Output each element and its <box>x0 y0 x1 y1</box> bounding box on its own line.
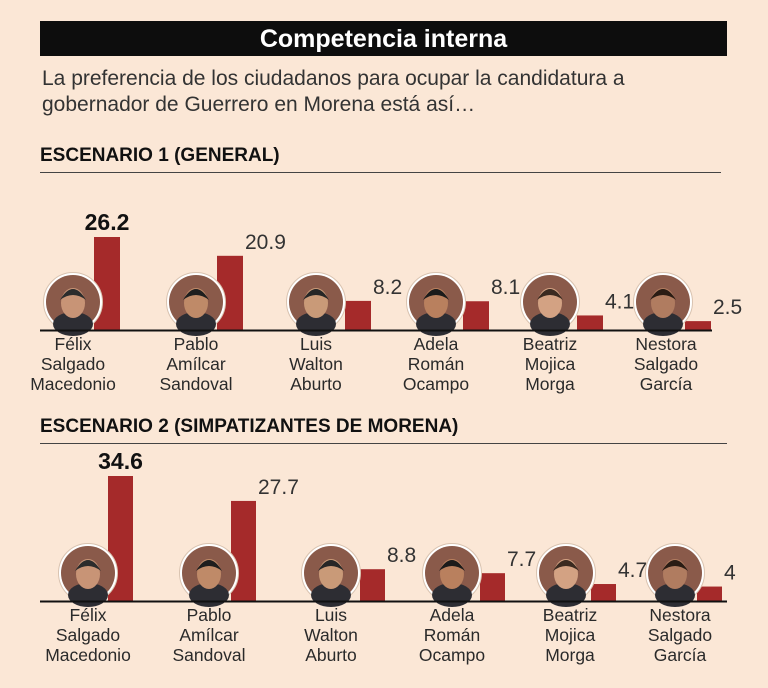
candidate-name-1-line-3: Macedonio <box>30 374 116 394</box>
bar-3 <box>345 300 371 330</box>
candidate-name-3-line-1: Luis <box>315 605 347 625</box>
candidate-name-6-line-3: García <box>654 645 707 665</box>
value-label-4: 8.1 <box>491 276 520 299</box>
value-label-6: 2.5 <box>713 296 742 319</box>
candidate-name-2-line-3: Sandoval <box>173 645 246 665</box>
bar-5 <box>577 315 603 330</box>
bar-6 <box>697 586 722 601</box>
pablo-amilcar-photo <box>166 272 226 336</box>
candidate-name-6-line-2: Salgado <box>634 354 698 374</box>
value-label-1: 26.2 <box>85 209 130 235</box>
scenario-2-rule <box>40 443 727 444</box>
candidate-name-4-line-3: Ocampo <box>403 374 469 394</box>
candidate-name-1-line-2: Salgado <box>41 354 105 374</box>
luis-walton-photo <box>301 543 361 607</box>
candidate-name-5-line-3: Morga <box>545 645 595 665</box>
value-label-2: 27.7 <box>258 476 299 499</box>
value-label-4: 7.7 <box>507 548 536 571</box>
candidate-name-1-line-1: Félix <box>55 334 92 354</box>
candidate-name-5-line-2: Mojica <box>545 625 596 645</box>
candidate-name-5-line-2: Mojica <box>525 354 576 374</box>
candidate-name-4-line-1: Adela <box>430 605 475 625</box>
candidate-name-3-line-3: Aburto <box>305 645 357 665</box>
nestora-salgado-photo <box>633 272 693 336</box>
intro-text: La preferencia de los ciudadanos para oc… <box>42 67 625 116</box>
scenario-1-chart: 26.220.98.2 8.14.1 2.5FélixSalgadoMacedoni… <box>30 209 742 394</box>
candidate-name-2-line-1: Pablo <box>187 605 232 625</box>
candidate-name-6-line-1: Nestora <box>649 605 711 625</box>
scenario-2-chart: 34.627.78.8 7.7 4.7 4FélixSalgadoMacedonioP… <box>40 448 736 665</box>
candidate-name-5-line-3: Morga <box>525 374 575 394</box>
pablo-amilcar-photo <box>179 543 239 607</box>
candidate-name-6-line-3: García <box>640 374 693 394</box>
candidate-name-1-line-1: Félix <box>70 605 107 625</box>
scenario-2-title: ESCENARIO 2 (SIMPATIZANTES DE MORENA) <box>40 416 459 437</box>
candidate-name-1-line-3: Macedonio <box>45 645 131 665</box>
candidate-name-4-line-1: Adela <box>414 334 459 354</box>
value-label-5: 4.7 <box>618 559 647 582</box>
adela-roman-photo <box>406 272 466 336</box>
bar-4 <box>463 301 489 330</box>
bar-6 <box>685 321 711 330</box>
candidate-name-3-line-2: Walton <box>304 625 358 645</box>
scenario-1-rule <box>40 172 721 173</box>
page-title: Competencia interna <box>259 25 508 53</box>
value-label-2: 20.9 <box>245 231 286 254</box>
candidate-name-6-line-2: Salgado <box>648 625 712 645</box>
candidate-name-2-line-3: Sandoval <box>160 374 233 394</box>
candidate-name-4-line-3: Ocampo <box>419 645 485 665</box>
luis-walton-photo <box>286 272 346 336</box>
bar-5 <box>591 584 616 601</box>
value-label-5: 4.1 <box>605 290 634 313</box>
candidate-name-6-line-1: Nestora <box>635 334 697 354</box>
candidate-name-3-line-1: Luis <box>300 334 332 354</box>
nestora-salgado-photo <box>645 543 705 607</box>
bar-3 <box>360 569 385 601</box>
scenario-1-title: ESCENARIO 1 (GENERAL) <box>40 145 280 166</box>
value-label-3: 8.8 <box>387 544 416 567</box>
felix-salgado-photo <box>43 272 103 336</box>
adela-roman-photo <box>422 543 482 607</box>
candidate-name-2-line-2: Amílcar <box>166 354 225 374</box>
beatriz-mojica-photo <box>536 543 596 607</box>
candidate-name-5-line-1: Beatriz <box>543 605 597 625</box>
candidate-name-3-line-3: Aburto <box>290 374 342 394</box>
value-label-3: 8.2 <box>373 276 402 299</box>
candidate-name-2-line-1: Pablo <box>174 334 219 354</box>
candidate-name-1-line-2: Salgado <box>56 625 120 645</box>
candidate-name-4-line-2: Román <box>424 625 480 645</box>
bar-4 <box>480 573 505 601</box>
candidate-name-5-line-1: Beatriz <box>523 334 577 354</box>
candidate-name-2-line-2: Amílcar <box>179 625 238 645</box>
value-label-6: 4 <box>724 562 736 585</box>
beatriz-mojica-photo <box>520 272 580 336</box>
title-banner: Competencia interna <box>40 21 727 56</box>
candidate-name-3-line-2: Walton <box>289 354 343 374</box>
candidate-name-4-line-2: Román <box>408 354 464 374</box>
value-label-1: 34.6 <box>98 448 143 474</box>
